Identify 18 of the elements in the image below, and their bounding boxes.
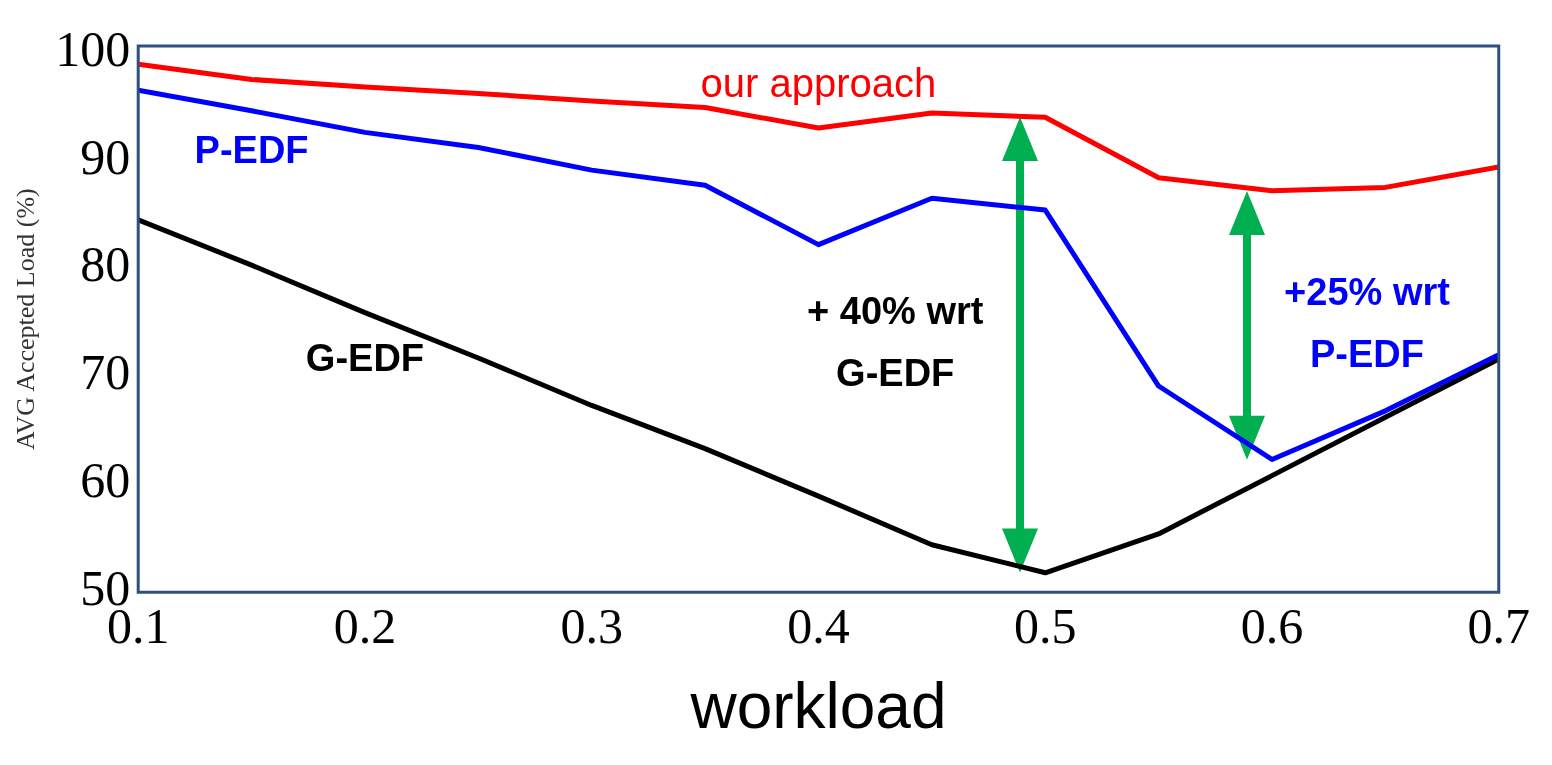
x-tick-label: 0.5 [1013, 598, 1077, 655]
y-tick-label: 80 [80, 236, 131, 293]
y-tick-label: 100 [55, 20, 131, 77]
annotation: +25% wrt P-EDF [1284, 270, 1451, 375]
series-label: G-EDF [305, 337, 425, 380]
x-tick-label: 0.4 [787, 598, 850, 655]
x-axis-title: workload [689, 670, 947, 743]
x-tick-label: 0.7 [1467, 598, 1530, 655]
y-axis-title: AVG Accepted Load (%) [11, 188, 41, 450]
x-tick-label: 0.2 [333, 598, 397, 655]
x-tick-label: 0.6 [1240, 598, 1304, 655]
annotation: + 40% wrt G-EDF [807, 290, 984, 395]
series-label: our approach [700, 61, 937, 106]
y-tick-label: 60 [80, 452, 131, 509]
x-tick-label: 0.3 [560, 598, 623, 655]
series-label: P-EDF [194, 129, 309, 172]
y-tick-label: 70 [80, 344, 131, 401]
y-tick-label: 90 [80, 128, 131, 185]
